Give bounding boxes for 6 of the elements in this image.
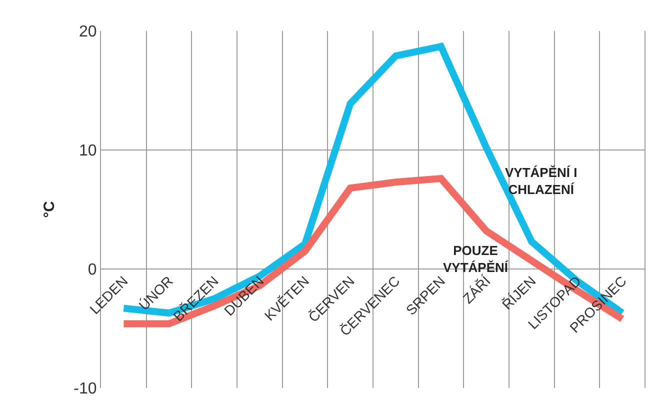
y-axis-title: °C (40, 200, 58, 218)
y-tick-label: 0 (88, 262, 97, 279)
y-tick-label: 20 (79, 24, 97, 41)
y-tick-label: -10 (74, 380, 97, 398)
y-tick-label: 10 (79, 142, 97, 160)
series-label: POUZE VYTÁPĚNÍ (443, 243, 508, 275)
